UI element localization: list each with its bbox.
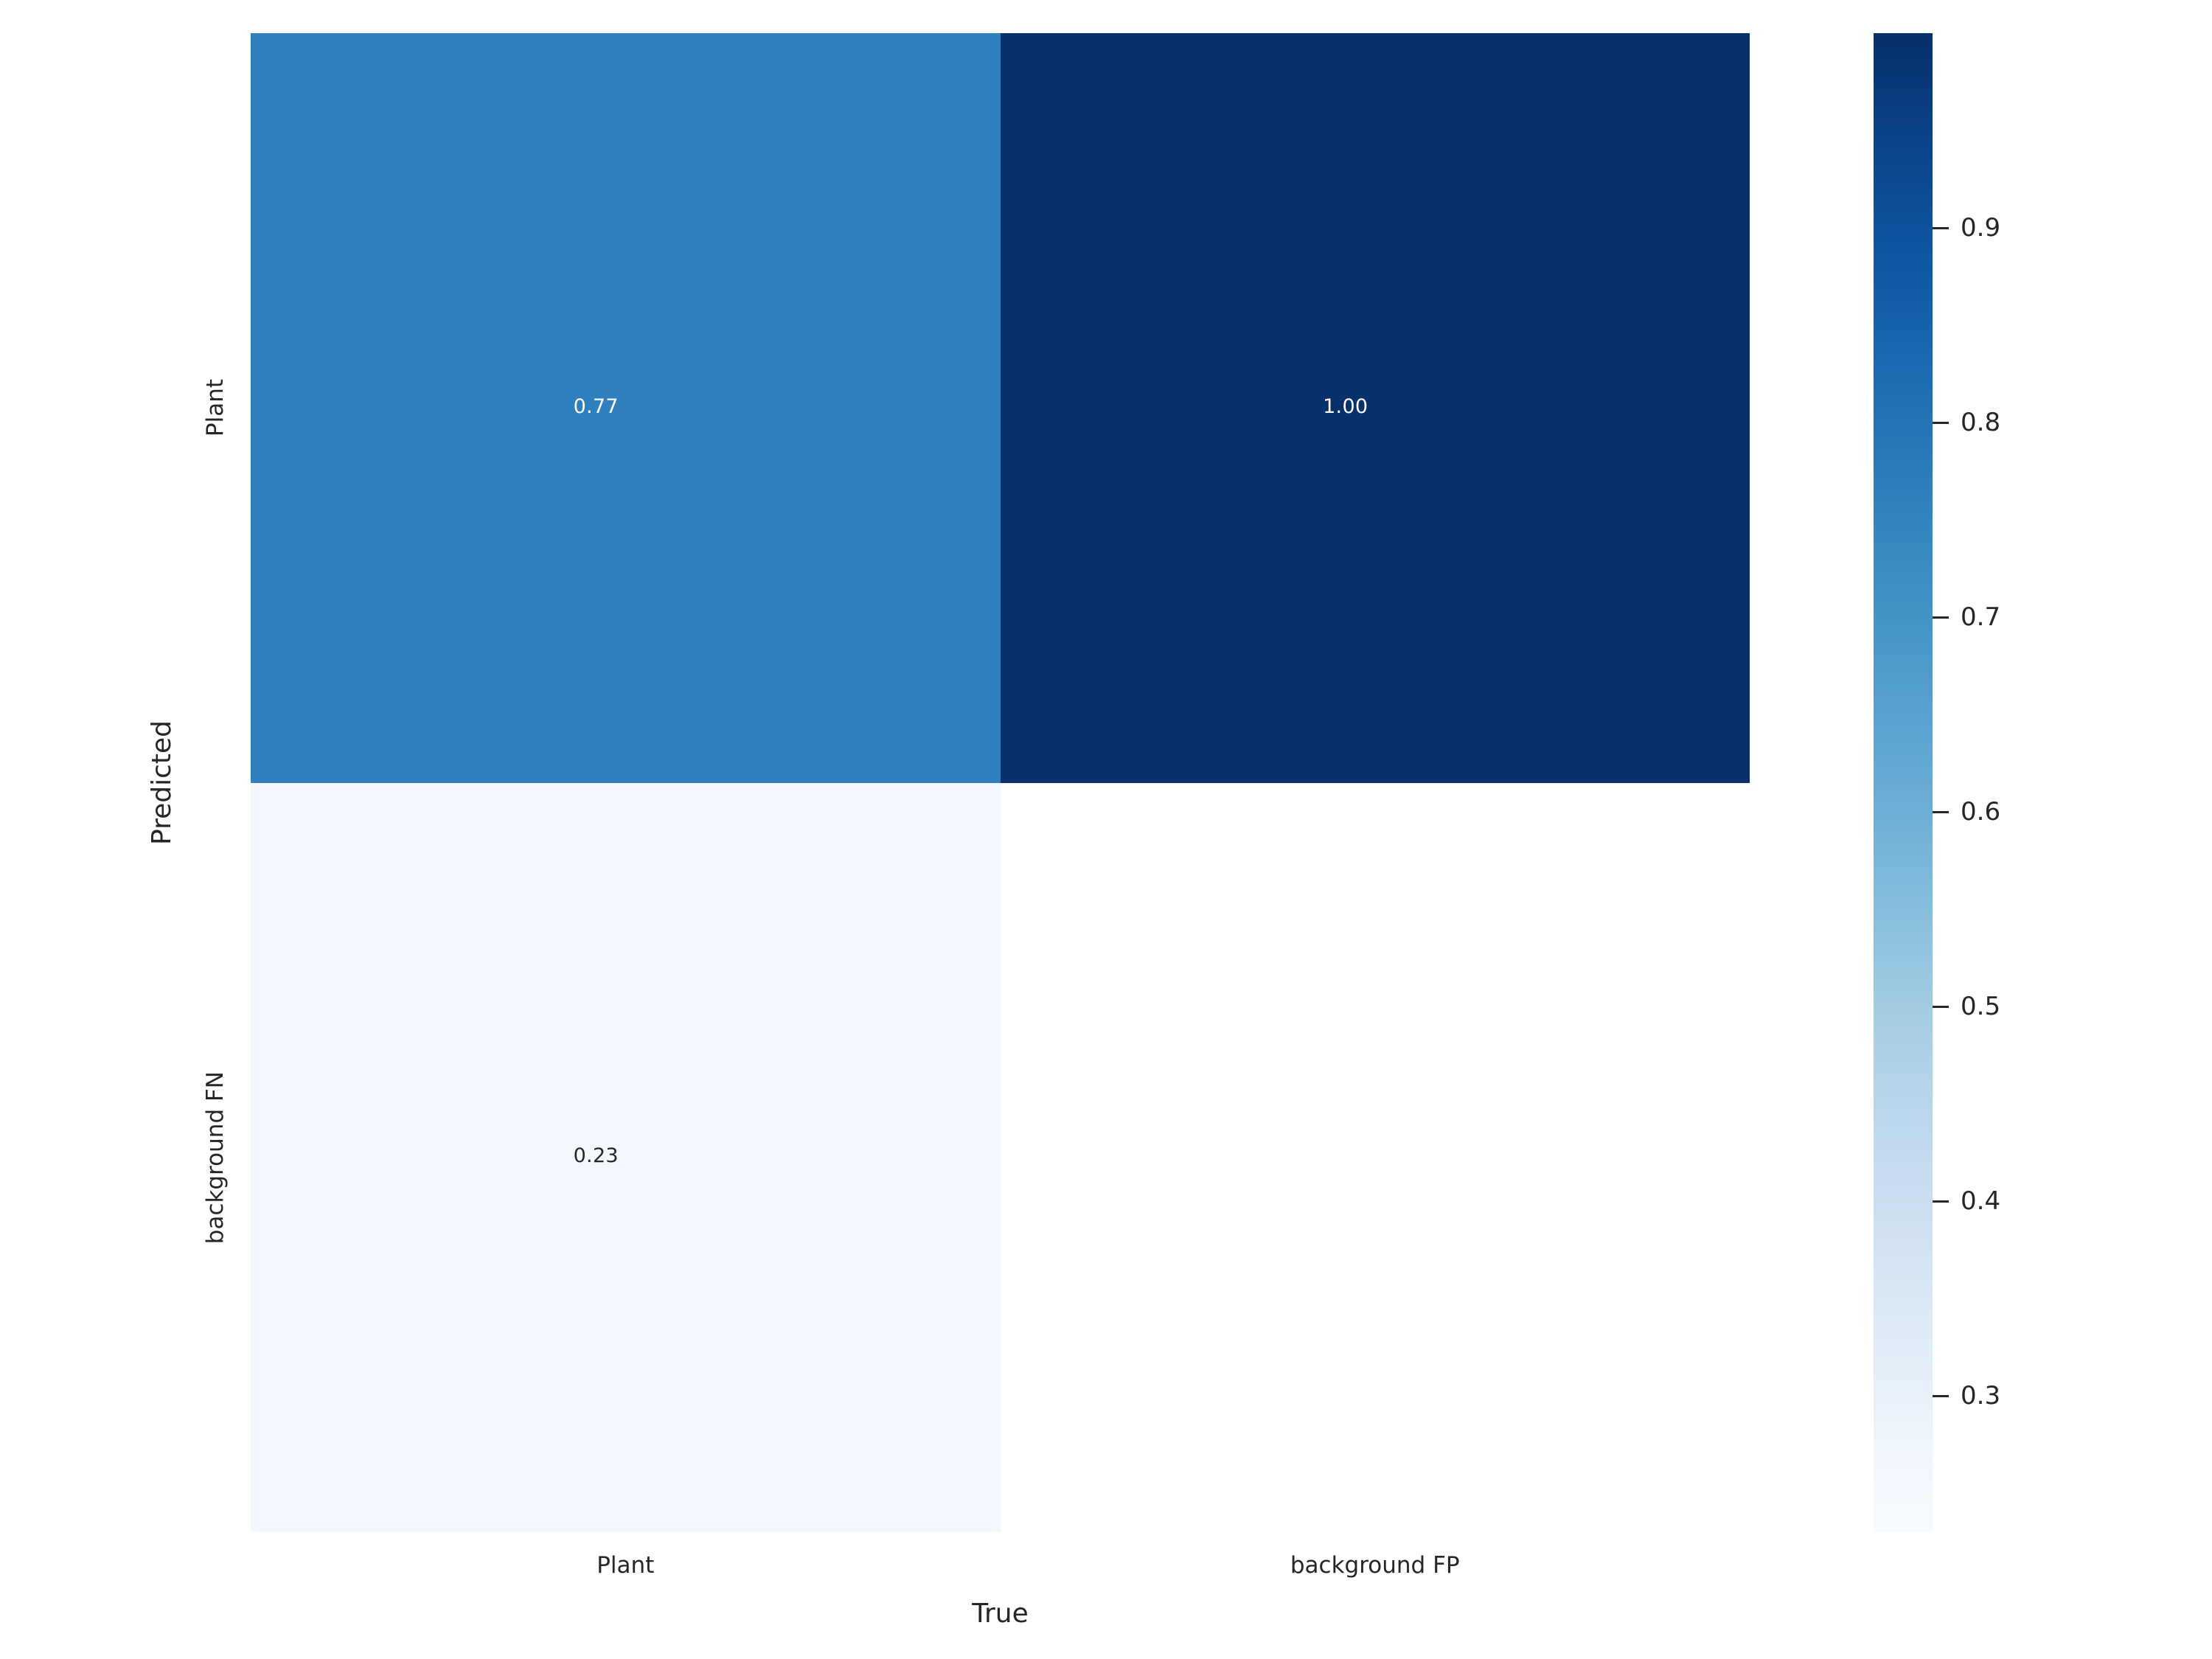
heatmap-cell-backgroundfn-backgroundfp[interactable]	[1000, 782, 1750, 1532]
colorbar-tick-mark	[1933, 1200, 1949, 1203]
heatmap-cell-value: 0.23	[573, 1144, 619, 1168]
colorbar-tick-mark	[1933, 1005, 1949, 1008]
heatmap-cell-plant-backgroundfp[interactable]: 1.00	[1000, 33, 1750, 783]
heatmap-cell-value: 0.77	[573, 394, 619, 418]
colorbar-tick-mark	[1933, 421, 1949, 424]
x-axis-title: True	[972, 1599, 1029, 1629]
y-tick-label-plant: Plant	[202, 379, 229, 437]
colorbar-tick-label: 0.3	[1961, 1381, 2001, 1411]
heatmap-cell-value: 1.00	[1323, 394, 1368, 418]
x-tick-label-background-fp: background FP	[1290, 1552, 1460, 1579]
colorbar-tick-label: 0.5	[1961, 992, 2001, 1022]
colorbar-tick-mark	[1933, 226, 1949, 229]
y-axis-title-wrap: Predicted	[145, 33, 178, 1532]
colorbar	[1874, 33, 1933, 1532]
colorbar-tick-label: 0.7	[1961, 602, 2001, 633]
heatmap-axes: 0.77 1.00 0.23	[251, 33, 1750, 1532]
colorbar-tick-label: 0.4	[1961, 1186, 2001, 1217]
heatmap-cell-backgroundfn-plant[interactable]: 0.23	[251, 782, 1001, 1532]
colorbar-tick-mark	[1933, 810, 1949, 813]
colorbar-tick-label: 0.8	[1961, 408, 2001, 438]
y-axis-title: Predicted	[146, 720, 177, 845]
heatmap-grid: 0.77 1.00 0.23	[251, 33, 1750, 1532]
colorbar-tick-mark	[1933, 616, 1949, 619]
colorbar-tick-label: 0.9	[1961, 213, 2001, 243]
x-tick-label-plant: Plant	[597, 1552, 655, 1579]
y-tick-label-background-fn: background FN	[202, 1071, 229, 1244]
colorbar-tick-mark	[1933, 1394, 1949, 1397]
heatmap-cell-plant-plant[interactable]: 0.77	[251, 33, 1001, 783]
colorbar-tick-label: 0.6	[1961, 797, 2001, 827]
